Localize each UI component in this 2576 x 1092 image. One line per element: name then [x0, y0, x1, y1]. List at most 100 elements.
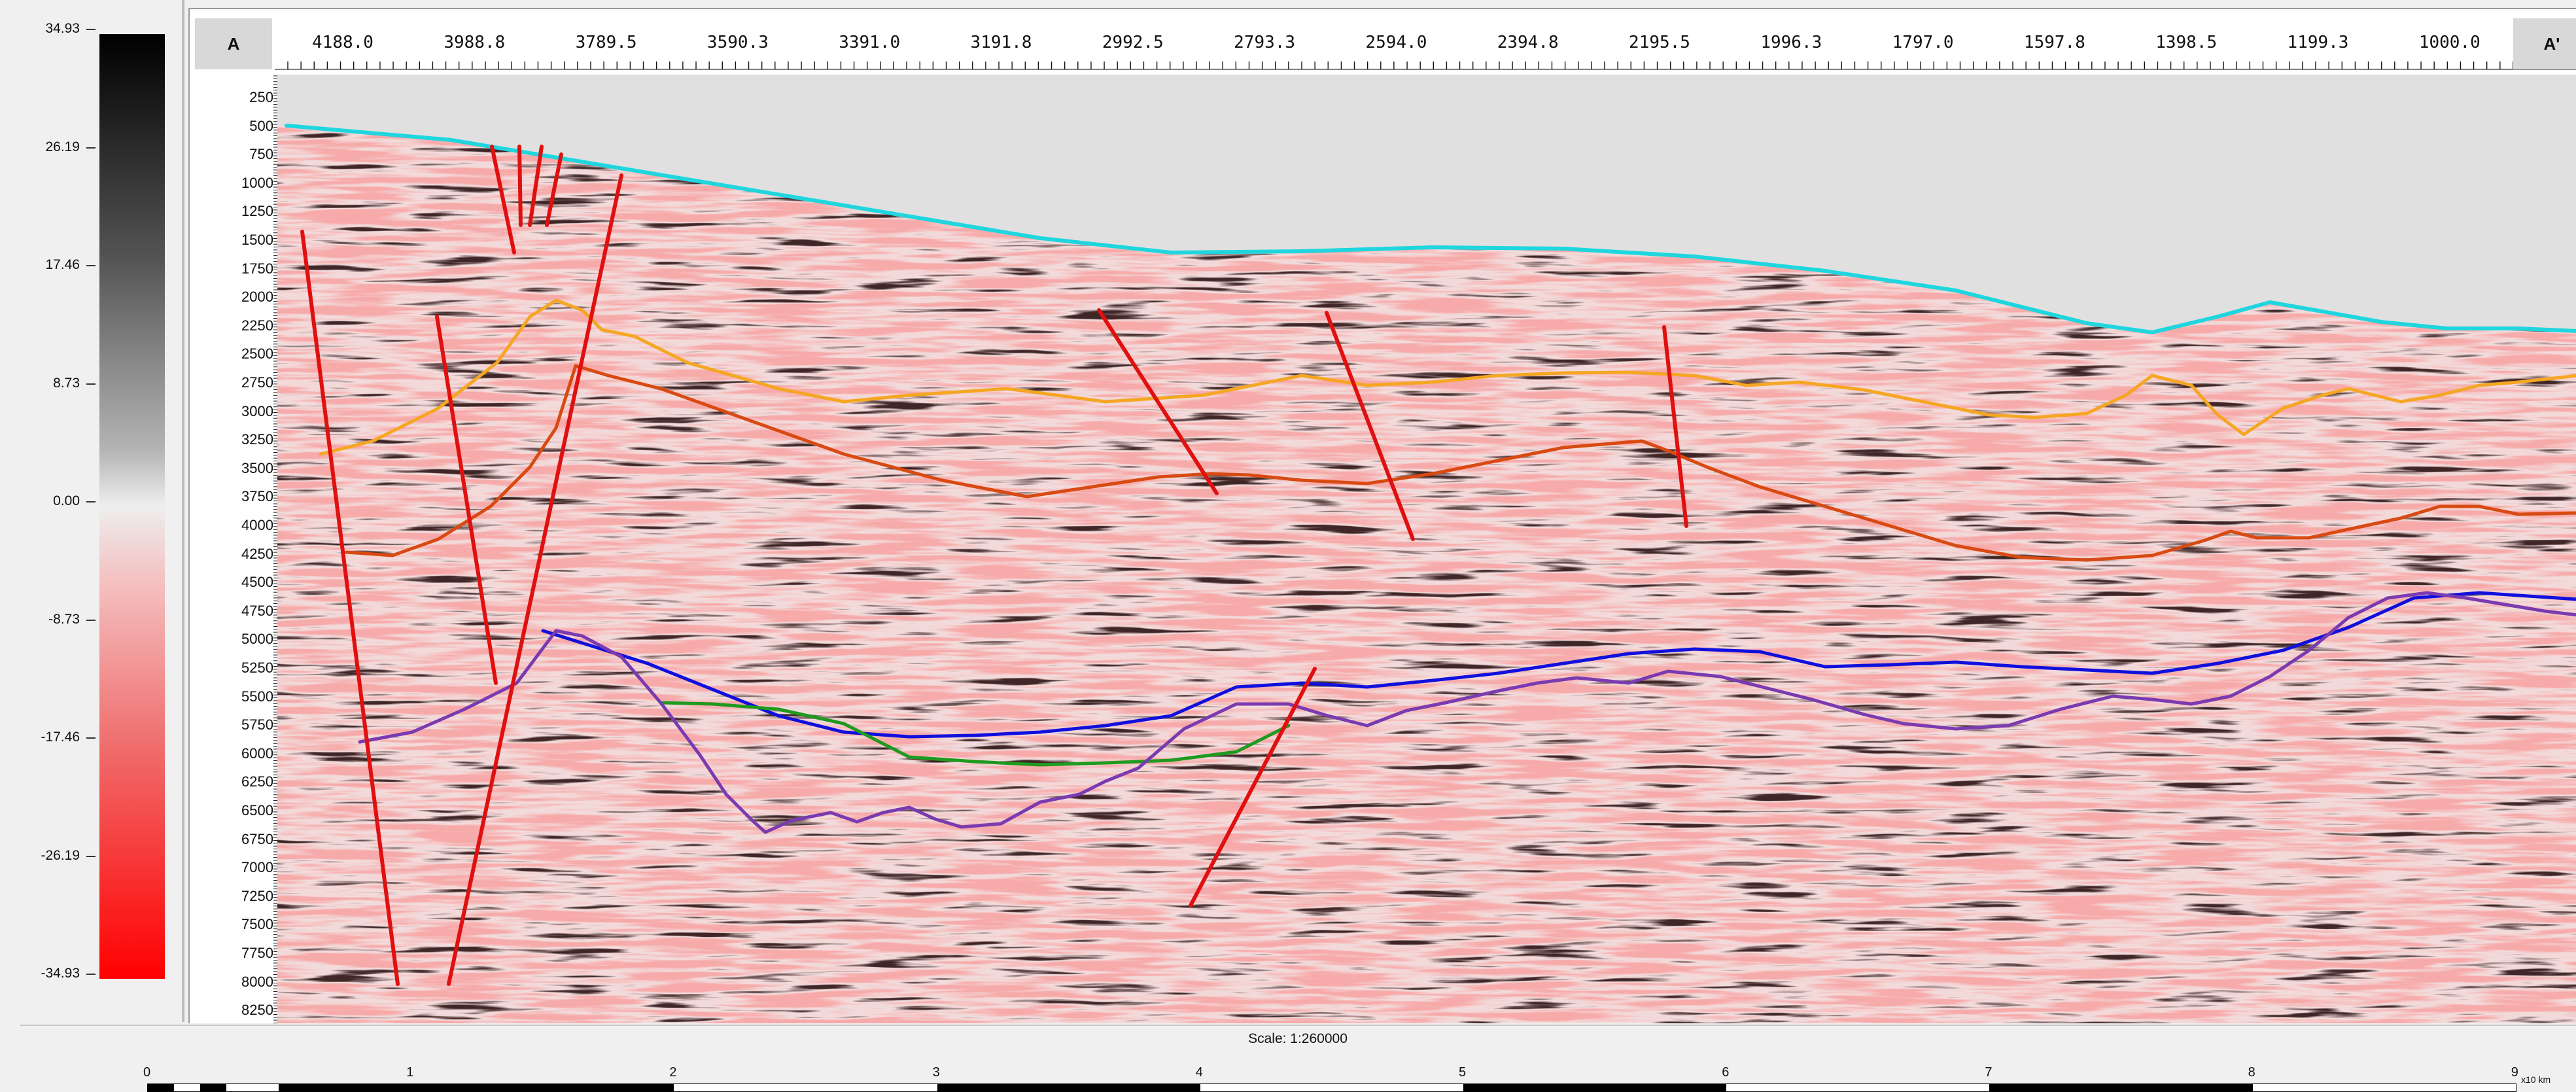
y-tick-label: 3500: [241, 459, 273, 476]
y-tick-label: 6250: [241, 773, 273, 790]
colorbar-tick-mark: [86, 501, 96, 502]
y-tick-label: 4750: [241, 602, 273, 619]
seismic-section-viewport[interactable]: A A' 4188.0 3988.8 3789.5 3590.3 3391.0 3191.…: [188, 8, 2576, 1023]
x-tick-label: 4188.0: [312, 33, 374, 52]
interpreted-horizons: [285, 124, 2576, 834]
scale-segment: [1463, 1084, 1727, 1091]
fault-line[interactable]: [1097, 308, 1219, 495]
fault-line[interactable]: [490, 145, 516, 255]
y-tick-label: 4250: [241, 545, 273, 562]
y-tick-label: 6750: [241, 830, 273, 847]
x-tick-label: 1597.8: [2023, 33, 2085, 52]
colorbar-tick-mark: [86, 737, 96, 739]
fault-line[interactable]: [447, 173, 623, 986]
colorbar-tick-label: -8.73: [48, 611, 80, 627]
fault-line[interactable]: [435, 315, 498, 685]
scale-segment: [411, 1084, 674, 1091]
scale-segment: [148, 1084, 174, 1091]
y-tick-label: 1000: [241, 174, 273, 191]
y-tick-label: 750: [249, 146, 273, 163]
scale-segment: [937, 1084, 1200, 1091]
x-tick-label: 1398.5: [2155, 33, 2218, 52]
y-tick-label: 1500: [241, 232, 273, 248]
y-tick-label: 6000: [241, 745, 273, 762]
y-tick-label: 7750: [241, 945, 273, 961]
y-tick-label: 3000: [241, 402, 273, 419]
scale-segment: [1989, 1084, 2253, 1091]
colorbar-tick-label: -17.46: [41, 730, 80, 745]
fault-line[interactable]: [1662, 325, 1688, 528]
y-tick-label: 5000: [241, 631, 273, 648]
x-tick-label: 3191.8: [970, 33, 1032, 52]
y-tick-label: 5750: [241, 716, 273, 733]
x-tick-label: 3789.5: [575, 33, 637, 52]
fault-line[interactable]: [1189, 667, 1317, 907]
scale-tick-label: 8: [2248, 1065, 2255, 1080]
fault-line[interactable]: [1325, 311, 1415, 541]
scale-tick-label: 9: [2511, 1065, 2518, 1080]
y-axis-ruler: [272, 75, 277, 1023]
scale-unit: x10 km: [2521, 1074, 2551, 1085]
y-tick-label: 4000: [241, 517, 273, 533]
y-tick-label: 7500: [241, 916, 273, 933]
scale-tick-label: 0: [143, 1065, 151, 1080]
y-tick-label: 8250: [241, 1002, 273, 1019]
y-tick-label: 250: [249, 89, 273, 105]
section-end-label: A': [2513, 18, 2576, 69]
scale-tick-label: 6: [1722, 1065, 1730, 1080]
horizon-line[interactable]: [659, 701, 1291, 767]
y-tick-label: 500: [249, 117, 273, 134]
colorbar-tick-mark: [86, 383, 96, 385]
seismic-amplitude-data: [277, 124, 2576, 1023]
colorbar-tick-mark: [86, 265, 96, 266]
section-start-label: A: [195, 18, 272, 69]
y-tick-label: 7250: [241, 887, 273, 904]
scale-panel: Scale: 1:260000 0 1 2 3 4 5 6 7 8 9 x10 km: [20, 1025, 2576, 1092]
x-tick-label: 3391.0: [839, 33, 901, 52]
scale-title: Scale: 1:260000: [1248, 1031, 1348, 1046]
amplitude-colorbar-panel: 34.93 26.19 17.46 8.73 0.00 -8.73 -17.46 -26.19…: [0, 0, 182, 1022]
scale-tick-label: 1: [406, 1065, 414, 1080]
y-tick-label: 8000: [241, 973, 273, 990]
x-tick-label: 3988.8: [444, 33, 506, 52]
colorbar-tick-mark: [86, 619, 96, 621]
horizon-line[interactable]: [319, 298, 2576, 456]
x-tick-label: 1996.3: [1760, 33, 1822, 52]
y-tick-label: 4500: [241, 574, 273, 591]
colorbar-tick-label: 17.46: [45, 257, 80, 272]
colorbar-tick-label: 8.73: [53, 375, 80, 391]
y-tick-label: 2000: [241, 289, 273, 306]
scale-tick-label: 4: [1195, 1065, 1203, 1080]
colorbar-tick-mark: [86, 974, 96, 975]
x-tick-label: 2992.5: [1102, 33, 1164, 52]
colorbar-tick-label: 34.93: [45, 21, 80, 36]
fault-line[interactable]: [517, 145, 523, 227]
panel-divider[interactable]: [182, 0, 184, 1022]
colorbar-tick-mark: [86, 29, 96, 30]
y-tick-label: 2500: [241, 345, 273, 362]
scale-tick-label: 2: [669, 1065, 677, 1080]
horizon-line[interactable]: [345, 364, 2576, 562]
y-tick-label: 1250: [241, 203, 273, 220]
scale-tick-label: 7: [1985, 1065, 1993, 1080]
y-tick-label: 2250: [241, 317, 273, 334]
x-tick-label: 2793.3: [1234, 33, 1296, 52]
colorbar-tick-label: -26.19: [41, 847, 80, 863]
y-tick-label: 2750: [241, 374, 273, 391]
seismic-section-canvas[interactable]: [190, 9, 2576, 1023]
x-tick-label: 1199.3: [2287, 33, 2349, 52]
colorbar-tick-label: 26.19: [45, 139, 80, 154]
scale-segment: [200, 1084, 226, 1091]
horizon-line[interactable]: [285, 124, 2576, 334]
fault-line[interactable]: [528, 145, 544, 227]
fault-line[interactable]: [300, 230, 400, 986]
colorbar-tick-mark: [86, 147, 96, 149]
fault-line[interactable]: [545, 152, 563, 227]
x-tick-label: 2394.8: [1497, 33, 1559, 52]
y-tick-label: 5500: [241, 688, 273, 705]
colorbar-tick-label: 0.00: [53, 493, 80, 508]
y-tick-label: 6500: [241, 802, 273, 819]
horizon-line[interactable]: [358, 591, 2576, 834]
colorbar-tick-label: -34.93: [41, 966, 80, 981]
scale-tick-label: 3: [932, 1065, 940, 1080]
